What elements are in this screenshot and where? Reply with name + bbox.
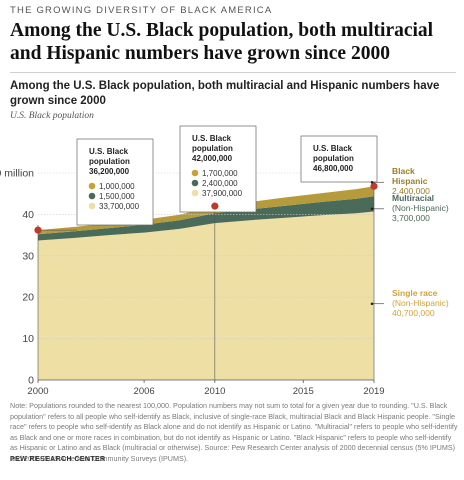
annotation-total: 46,800,000: [313, 164, 354, 173]
annotation-title: U.S. Black: [192, 134, 232, 143]
note-text: Note: Populations rounded to the nearest…: [10, 401, 458, 452]
series-label: (Non-Hispanic): [392, 203, 449, 213]
x-tick-label: 2019: [363, 386, 384, 397]
legend-dot: [191, 189, 199, 197]
x-tick-label: 2000: [27, 386, 48, 397]
x-tick-label: 2010: [204, 386, 225, 397]
y-tick-label: 40: [22, 209, 34, 221]
series-label: Multiracial: [392, 193, 434, 203]
annotation-value: 2,400,000: [202, 179, 238, 188]
x-tick-label: 2015: [293, 386, 314, 397]
annotation-title: U.S. Black: [89, 147, 129, 156]
data-marker: [34, 226, 42, 234]
area-single-race: [38, 211, 374, 380]
series-label: Black: [392, 166, 415, 176]
credit: PEW RESEARCH CENTER: [10, 456, 106, 463]
divider: [10, 72, 456, 73]
label-leader-dot: [370, 302, 374, 306]
chart-title: Among the U.S. Black population, both mu…: [10, 80, 440, 107]
annotation-title: population: [313, 154, 354, 163]
legend-dot: [88, 202, 96, 210]
x-tick-label: 2006: [134, 386, 155, 397]
series-label: Hispanic: [392, 176, 428, 186]
kicker: THE GROWING DIVERSITY OF BLACK AMERICA: [10, 5, 273, 16]
y-tick-label: 10: [22, 333, 34, 345]
area-multiracial: [38, 196, 374, 241]
label-leader-dot: [370, 180, 374, 184]
annotation-value: 37,900,000: [202, 189, 243, 198]
annotation-total: 36,200,000: [89, 167, 130, 176]
y-tick-label: 20: [22, 292, 34, 304]
legend-dot: [88, 192, 96, 200]
annotation-title: U.S. Black: [313, 144, 353, 153]
legend-dot: [88, 182, 96, 190]
label-leader-dot: [370, 207, 374, 211]
legend-dot: [191, 169, 199, 177]
annotation-box: [179, 125, 257, 213]
annotation-value: 33,700,000: [99, 202, 140, 211]
annotation-title: population: [192, 144, 233, 153]
series-label: 3,700,000: [392, 213, 430, 223]
y-tick-label: 0: [28, 375, 34, 387]
series-label: Single race: [392, 288, 438, 298]
annotation-box: [76, 138, 154, 226]
data-marker: [211, 202, 219, 210]
annotation-value: 1,700,000: [202, 169, 238, 178]
series-label: 2,400,000: [392, 186, 430, 196]
annotation-total: 42,000,000: [192, 154, 233, 163]
headline: Among the U.S. Black population, both mu…: [10, 20, 434, 64]
source-text: Source: Pew Research Center analysis of …: [10, 443, 456, 463]
chart-subtitle: U.S. Black population: [10, 111, 94, 121]
legend-dot: [191, 179, 199, 187]
series-label: (Non-Hispanic): [392, 298, 449, 308]
chart-note: Note: Populations rounded to the nearest…: [10, 401, 458, 464]
y-tick-label: 30: [22, 250, 34, 262]
y-tick-label: 50 million: [0, 168, 34, 180]
data-marker: [370, 182, 378, 190]
annotation-box: [300, 135, 378, 183]
area-chart: 50 million40302010020002006201020152019U…: [0, 125, 449, 397]
series-label: 40,700,000: [392, 308, 435, 318]
annotation-value: 1,000,000: [99, 182, 135, 191]
annotation-value: 1,500,000: [99, 192, 135, 201]
annotation-title: population: [89, 157, 130, 166]
